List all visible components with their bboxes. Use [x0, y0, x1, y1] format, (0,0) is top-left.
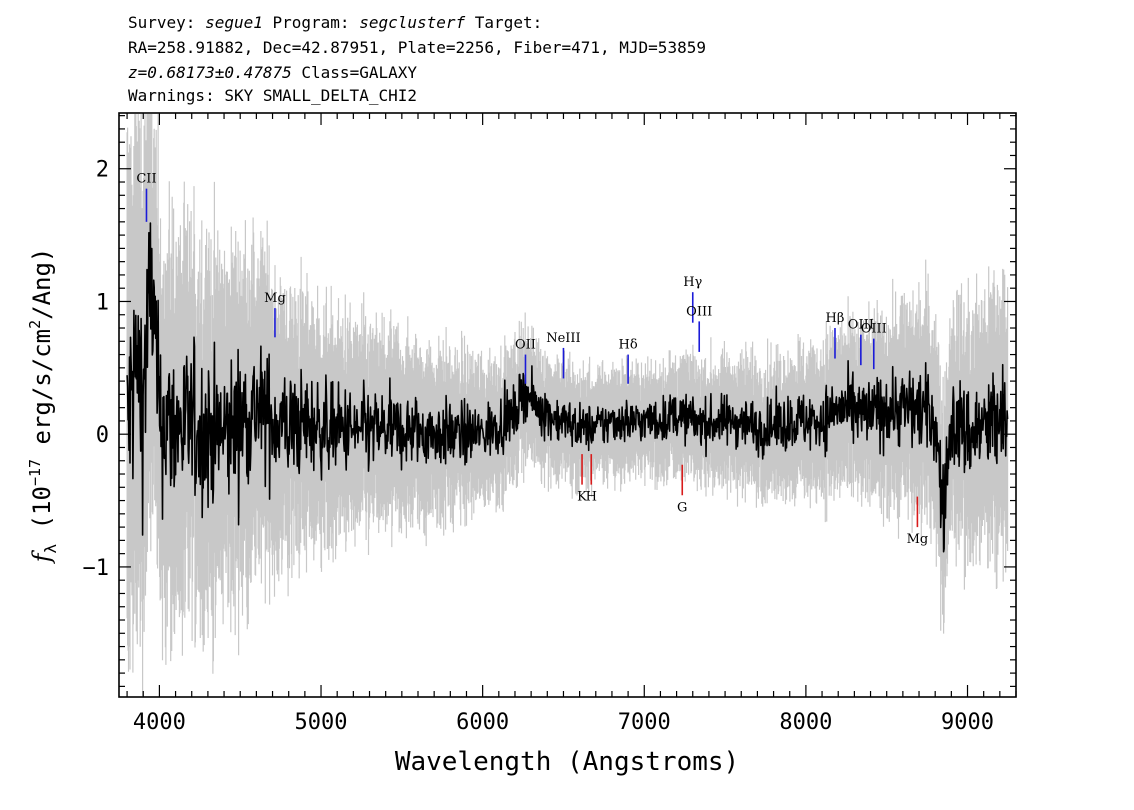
header-line-2: RA=258.91882, Dec=42.87951, Plate=2256, …	[128, 38, 706, 57]
line-label-h: H	[586, 490, 597, 505]
y-tick-label: 0	[96, 423, 109, 448]
y-axis-label: fλ (10−17 erg/s/cm2/Ang)	[26, 248, 60, 565]
target-label: Target:	[465, 13, 543, 32]
line-label-oiii: OIII	[848, 318, 874, 333]
header-line-3: z=0.68173±0.47875 Class=GALAXY	[128, 62, 417, 84]
y-label-exp: −17	[26, 459, 44, 486]
line-label-cii: CII	[136, 172, 156, 187]
line-label-oiii: OIII	[861, 322, 887, 337]
line-label-oii: OII	[515, 338, 536, 353]
program-label: Program:	[262, 13, 360, 32]
plot-frame	[118, 112, 1017, 698]
line-label-mg: Mg	[264, 291, 286, 306]
x-tick-label: 4000	[133, 710, 186, 735]
flux-line	[126, 222, 1009, 553]
line-label-h: Hδ	[619, 338, 638, 353]
line-label-k: K	[577, 490, 587, 505]
x-tick-label: 8000	[779, 710, 832, 735]
y-label-sub: λ	[41, 543, 60, 553]
line-label-g: G	[677, 500, 687, 515]
class-value: Class=GALAXY	[291, 63, 417, 82]
y-tick-label: 2	[96, 158, 109, 183]
survey-value: segue1	[205, 13, 263, 32]
x-tick-label: 9000	[941, 710, 994, 735]
flux-layer	[126, 222, 1009, 553]
y-label-part: (10	[28, 486, 56, 544]
line-label-mg: Mg	[907, 532, 929, 547]
y-tick-label: −1	[83, 556, 110, 581]
survey-label: Survey:	[128, 13, 206, 32]
program-value: segclusterf	[359, 13, 466, 32]
x-tick-label: 7000	[618, 710, 671, 735]
header-line-1: Survey: segue1 Program: segclusterf Targ…	[128, 12, 542, 34]
x-axis-label: Wavelength (Angstroms)	[395, 747, 739, 777]
line-label-neiii: NeIII	[546, 331, 580, 346]
y-axis-label-text: fλ (10−17 erg/s/cm2/Ang)	[26, 248, 60, 565]
y-label-exp: 2	[26, 320, 44, 329]
axes-layer: 4000 5000 6000 7000 8000 9000 −1 0 1 2	[83, 112, 1017, 735]
y-label-part: erg/s/cm	[28, 329, 56, 459]
line-label-oiii: OIII	[686, 304, 712, 319]
y-label-part: /Ang)	[28, 248, 56, 320]
redshift-value: z=0.68173±0.47875	[128, 63, 292, 82]
y-tick-label: 1	[96, 290, 109, 315]
line-label-h: Hβ	[826, 311, 845, 326]
line-label-h: Hγ	[683, 275, 702, 290]
x-tick-label: 6000	[456, 710, 509, 735]
x-tick-label: 5000	[295, 710, 348, 735]
header-line-4: Warnings: SKY SMALL_DELTA_CHI2	[128, 86, 417, 105]
